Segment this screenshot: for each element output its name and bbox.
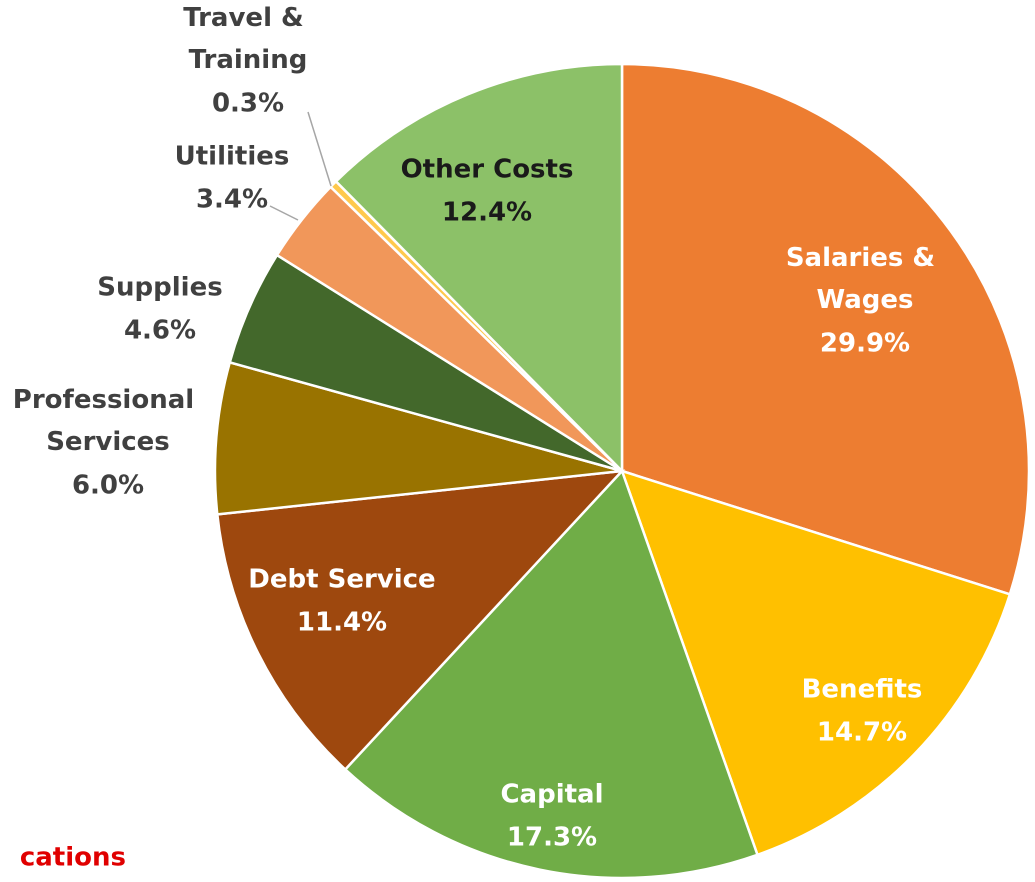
value-label: 6.0%	[72, 471, 144, 501]
labels: Salaries & Wages 29.9% Benefits 14.7% Capita…	[13, 3, 944, 853]
category-label: Utilities	[175, 142, 290, 172]
value-label: 14.7%	[817, 718, 907, 748]
pie-slice	[213, 360, 623, 516]
category-label: Benefits	[802, 675, 923, 705]
value-label: 12.4%	[442, 198, 532, 228]
category-label: Salaries & Wages	[786, 243, 944, 315]
value-label: 3.4%	[196, 185, 268, 215]
category-label: Debt Service	[248, 565, 435, 595]
category-label: Supplies	[97, 273, 222, 303]
category-label: Travel & Training	[183, 3, 313, 75]
pie-slice	[619, 469, 1012, 857]
pie-slice	[620, 62, 1031, 596]
category-label: Other Costs	[401, 155, 574, 185]
leader-line	[307, 111, 332, 187]
pie	[213, 62, 1031, 880]
footer-text: cations	[20, 843, 126, 873]
value-label: 11.4%	[297, 608, 387, 638]
value-label: 17.3%	[507, 823, 597, 853]
category-label: Professional Services	[13, 385, 203, 457]
pie-slice	[215, 469, 626, 772]
value-label: 0.3%	[212, 89, 284, 119]
leader-line	[269, 205, 299, 221]
pie-slice	[343, 468, 760, 880]
value-label: 29.9%	[820, 329, 910, 359]
category-label: Capital	[500, 780, 603, 810]
pie-slice	[334, 62, 624, 475]
value-label: 4.6%	[124, 316, 196, 346]
